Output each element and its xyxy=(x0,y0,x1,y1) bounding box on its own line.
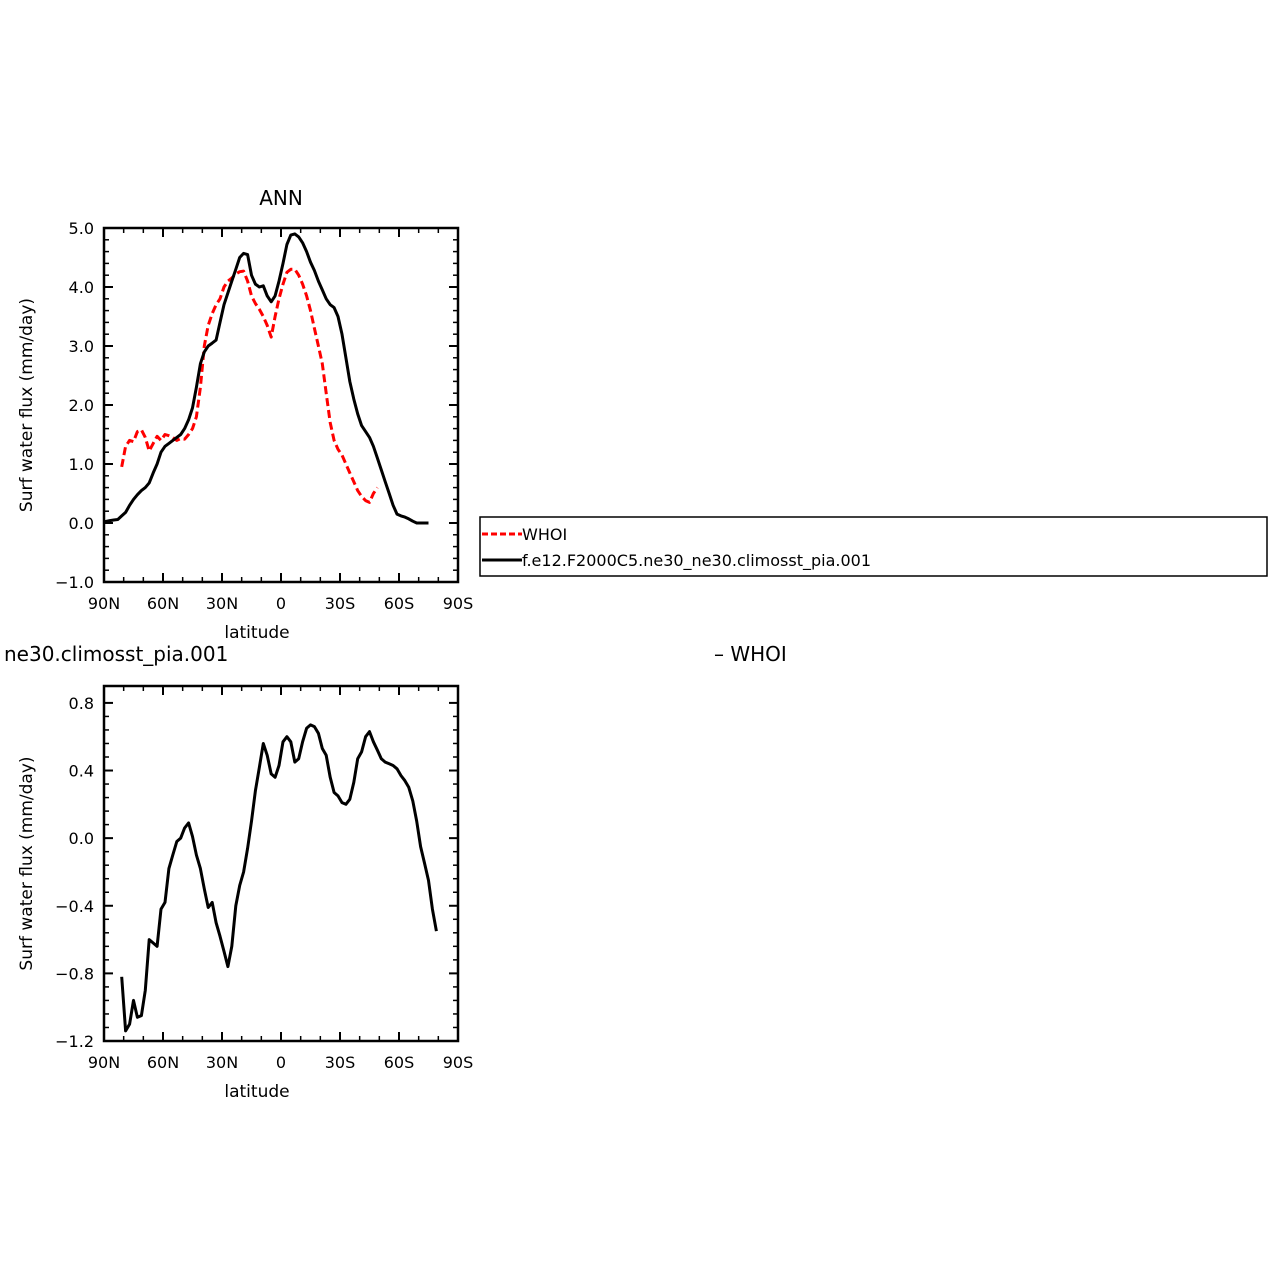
y-tick-label: −1.2 xyxy=(55,1032,94,1051)
x-tick-label: 90N xyxy=(88,594,120,613)
plot-frame xyxy=(102,684,460,1043)
x-tick-label: 60S xyxy=(384,1053,415,1072)
x-tick-label: 0 xyxy=(276,594,286,613)
legend-box xyxy=(479,516,1268,577)
x-axis-label: latitude xyxy=(224,623,289,643)
x-tick-label: 60S xyxy=(384,594,415,613)
y-axis-label: Surf water flux (mm/day) xyxy=(17,298,37,512)
chart-title: ANN xyxy=(259,186,303,210)
x-tick-label: 30N xyxy=(206,1053,238,1072)
chart-title: ne30.climosst_pia.001 xyxy=(4,642,228,666)
x-tick-label: 0 xyxy=(276,1053,286,1072)
x-tick-label: 60N xyxy=(147,1053,179,1072)
y-tick-label: 0.4 xyxy=(69,762,94,781)
x-tick-label: 90S xyxy=(443,594,474,613)
chart-title-right: – WHOI xyxy=(714,642,787,666)
legend-label: WHOI xyxy=(522,525,567,544)
x-tick-label: 90S xyxy=(443,1053,474,1072)
y-tick-label: 0.8 xyxy=(69,694,94,713)
x-tick-label: 30S xyxy=(325,594,356,613)
y-tick-label: 0.0 xyxy=(69,514,94,533)
legend: WHOI f.e12.F2000C5.ne30_ne30.climosst_pia… xyxy=(479,516,1268,577)
x-tick-label: 30N xyxy=(206,594,238,613)
chart-panel-2: 90N 60N 30N 0 30S 60S 90S −1.2 −0.8 −0.4 0.0 0.4 0.8… xyxy=(4,642,787,1102)
y-tick-label: −0.4 xyxy=(55,897,94,916)
y-tick-label: −0.8 xyxy=(55,964,94,983)
x-tick-label: 30S xyxy=(325,1053,356,1072)
y-tick-label: 1.0 xyxy=(69,455,94,474)
series-line-1 xyxy=(120,267,379,504)
y-tick-label: −1.0 xyxy=(55,573,94,592)
plot-frame xyxy=(102,226,460,584)
x-axis-label: latitude xyxy=(224,1082,289,1102)
series-line-2 xyxy=(103,232,429,525)
series-line-1 xyxy=(120,723,438,1033)
y-tick-label: 0.0 xyxy=(69,829,94,848)
y-axis-label: Surf water flux (mm/day) xyxy=(17,756,37,970)
y-tick-label: 3.0 xyxy=(69,337,94,356)
x-tick-label: 60N xyxy=(147,594,179,613)
y-tick-label: 5.0 xyxy=(69,219,94,238)
legend-label: f.e12.F2000C5.ne30_ne30.climosst_pia.001 xyxy=(522,551,871,571)
y-tick-label: 4.0 xyxy=(69,278,94,297)
x-tick-label: 90N xyxy=(88,1053,120,1072)
y-tick-label: 2.0 xyxy=(69,396,94,415)
chart-panel-1: 90N 60N 30N 0 30S 60S 90S −1.0 0.0 1.0 2.0 3.0 4.0 5.… xyxy=(17,186,473,643)
